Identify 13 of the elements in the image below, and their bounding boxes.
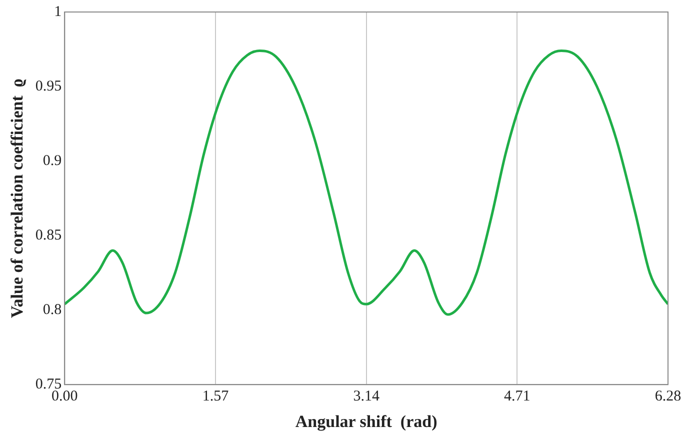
y-axis-title: Value of correlation coefficient ϱ [8, 78, 27, 318]
y-tick-label: 1 [54, 4, 62, 20]
y-tick-label: 0.9 [42, 152, 62, 169]
y-tick-label: 0.95 [35, 78, 62, 94]
y-tick-label: 0.8 [42, 302, 62, 318]
x-tick-label: 3.14 [353, 388, 380, 405]
y-tick-label: 0.85 [35, 227, 62, 244]
x-axis-title: Angular shift (rad) [295, 412, 438, 432]
x-tick-label: 6.28 [654, 388, 682, 405]
x-tick-label: 0.00 [52, 388, 78, 405]
x-tick-label: 4.71 [504, 388, 530, 405]
x-tick-label: 1.57 [202, 388, 230, 405]
line-series [64, 50, 668, 316]
